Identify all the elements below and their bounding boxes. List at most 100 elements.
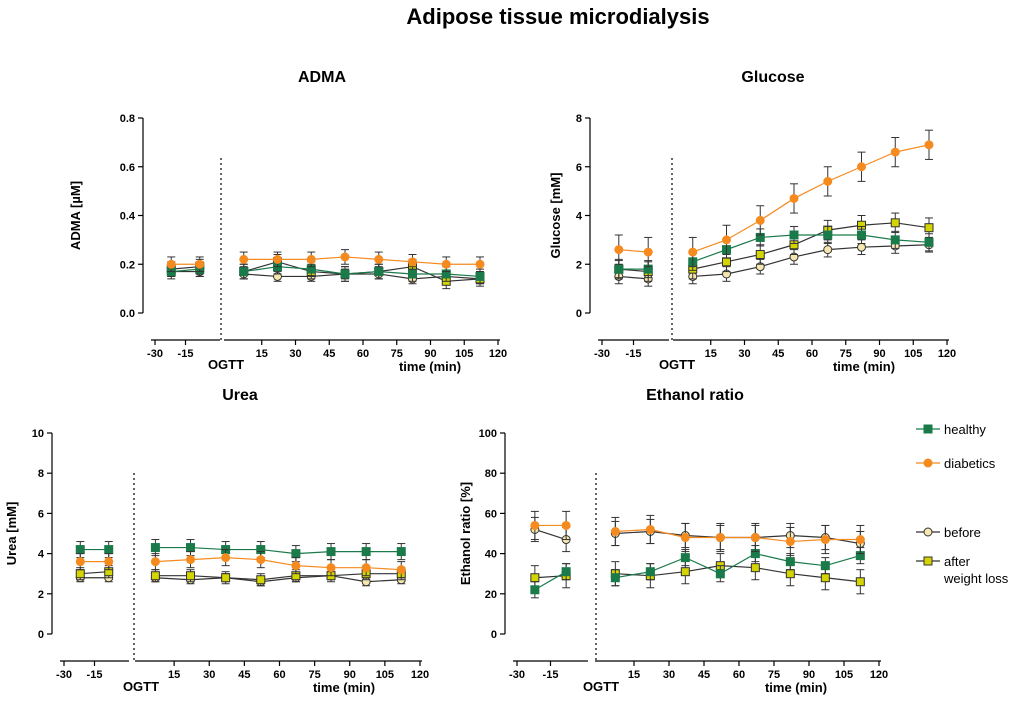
- data-point-diabetics: [221, 553, 231, 563]
- panel-urea: Urea 0 2 4 6 8 10 Urea [mM] -30 -15 15 30 45 60 75 90 10…: [4, 387, 429, 695]
- y-tick-label: 0: [491, 629, 497, 641]
- data-point-healthy: [645, 567, 655, 577]
- data-point-healthy: [715, 569, 725, 579]
- data-point-diabetics: [645, 524, 655, 534]
- data-point-after: [221, 573, 231, 583]
- data-point-diabetics: [273, 254, 282, 264]
- data-point-diabetics: [291, 561, 301, 571]
- series-line: [615, 552, 861, 579]
- data-point-healthy: [291, 549, 301, 559]
- x-tick-label: 45: [772, 348, 784, 360]
- data-point-healthy: [408, 269, 417, 279]
- series-after: [614, 212, 934, 282]
- y-tick-label: 60: [485, 508, 497, 520]
- legend: healthy diabetics before after weight loss: [916, 422, 1009, 586]
- x-tick-label: 75: [840, 348, 852, 360]
- data-point-healthy: [186, 543, 196, 553]
- data-point-after: [820, 573, 830, 583]
- y-tick-label: 0.8: [120, 113, 135, 125]
- x-tick-label: 90: [344, 669, 356, 681]
- data-point-diabetics: [750, 533, 760, 543]
- x-tick-label: 120: [489, 348, 507, 360]
- x-tick-label: 60: [357, 348, 369, 360]
- series-after: [75, 565, 406, 587]
- y-tick-label: 4: [38, 549, 45, 561]
- y-tick-label: 2: [576, 259, 582, 271]
- x-tick-label: 75: [309, 669, 321, 681]
- y-tick-label: 0: [38, 629, 44, 641]
- data-point-diabetics: [823, 176, 833, 186]
- panel-title: Ethanol ratio: [646, 387, 744, 404]
- series-healthy: [614, 225, 934, 279]
- series-diabetics: [75, 549, 406, 579]
- circle-outline-icon: [923, 527, 933, 537]
- data-point-healthy: [890, 235, 900, 245]
- series-diabetics: [166, 249, 485, 273]
- figure-title: Adipose tissue microdialysis: [406, 4, 709, 29]
- x-tick-label: 105: [455, 348, 473, 360]
- data-point-diabetics: [820, 535, 830, 545]
- y-tick-label: 10: [32, 428, 44, 440]
- y-tick-label: 8: [38, 468, 44, 480]
- legend-label: after: [944, 554, 971, 569]
- y-tick-label: 0.2: [120, 259, 135, 271]
- x-tick-label: -15: [543, 669, 559, 681]
- x-tick-label: -30: [56, 669, 72, 681]
- data-point-after: [75, 569, 85, 579]
- data-point-healthy: [530, 585, 540, 595]
- y-axis-label: Glucose [mM]: [548, 173, 563, 259]
- data-point-diabetics: [186, 555, 196, 565]
- data-point-healthy: [680, 553, 690, 563]
- y-tick-label: 40: [485, 549, 497, 561]
- series-diabetics: [614, 129, 934, 268]
- data-point-diabetics: [150, 557, 160, 567]
- x-axis-label: time (min): [765, 680, 827, 695]
- x-tick-label: -15: [626, 348, 642, 360]
- panel-glucose: Glucose 0 2 4 6 8 Glucose [mM] -30 -15 15 30 45 60 75…: [548, 69, 956, 374]
- series-line: [615, 528, 861, 543]
- x-tick-label: -30: [594, 348, 610, 360]
- series-line: [155, 573, 402, 581]
- x-tick-label: 105: [835, 669, 853, 681]
- data-point-after: [924, 223, 934, 233]
- data-point-diabetics: [789, 193, 799, 203]
- y-tick-label: 80: [485, 468, 497, 480]
- square-icon: [923, 424, 933, 434]
- x-tick-label: 105: [904, 348, 922, 360]
- data-point-healthy: [396, 547, 406, 557]
- x-tick-label: 90: [803, 669, 815, 681]
- x-tick-label: 90: [873, 348, 885, 360]
- x-tick-label: 15: [256, 348, 268, 360]
- x-tick-label: 120: [938, 348, 956, 360]
- data-point-diabetics: [256, 555, 266, 565]
- series-line: [692, 144, 930, 253]
- y-tick-label: 100: [479, 428, 497, 440]
- legend-item-after: after weight loss: [916, 554, 1009, 586]
- data-point-after: [150, 571, 160, 581]
- data-point-after: [750, 563, 760, 573]
- data-point-after: [680, 567, 690, 577]
- y-tick-label: 0.4: [120, 211, 136, 223]
- data-point-healthy: [857, 230, 866, 240]
- x-tick-label: 60: [273, 669, 285, 681]
- y-tick-label: 6: [38, 508, 44, 520]
- panel-ethanol-ratio: Ethanol ratio 0 20 40 60 80 100 Ethanol ratio […: [458, 387, 888, 695]
- x-tick-label: 45: [323, 348, 335, 360]
- x-tick-label: -15: [87, 669, 103, 681]
- data-point-diabetics: [166, 259, 176, 269]
- data-point-healthy: [610, 573, 620, 583]
- data-point-after: [256, 575, 266, 585]
- data-point-diabetics: [239, 254, 249, 264]
- series-line: [692, 222, 930, 270]
- legend-label: weight loss: [943, 571, 1009, 586]
- x-axis-label: time (min): [313, 680, 375, 695]
- data-point-diabetics: [643, 247, 653, 257]
- data-point-healthy: [785, 557, 795, 567]
- legend-item-healthy: healthy: [916, 422, 986, 437]
- data-point-after: [785, 569, 795, 579]
- x-tick-label: 120: [870, 669, 888, 681]
- series-line: [243, 273, 481, 280]
- data-point-diabetics: [924, 140, 934, 150]
- data-point-diabetics: [890, 147, 900, 157]
